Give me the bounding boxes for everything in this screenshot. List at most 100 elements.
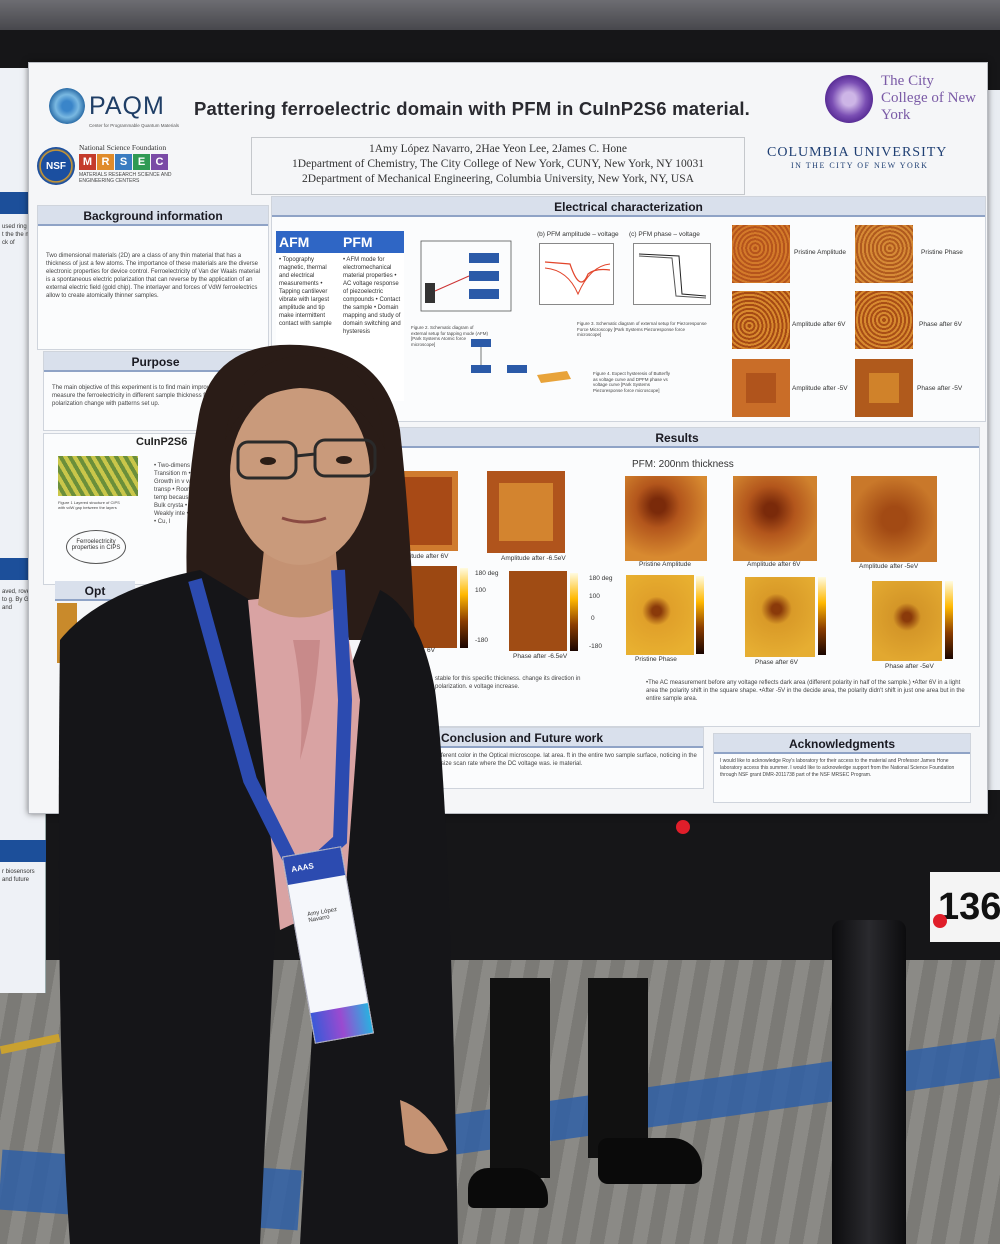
- results-right-header: PFM: 200nm thickness: [632, 459, 734, 470]
- acknowledgments-panel: Acknowledgments I would like to acknowle…: [713, 733, 971, 803]
- nsf-logo: NSF: [37, 147, 75, 185]
- tile-label: Amplitude after -5V: [792, 385, 848, 392]
- mrsec-letter: S: [115, 154, 132, 170]
- background-panel: Background information Two dimensional m…: [37, 205, 269, 350]
- mrsec-letters: M R S E C: [79, 154, 189, 170]
- shoe: [598, 1138, 702, 1184]
- pristine-amplitude-tile: [732, 225, 790, 283]
- purpose-heading: Purpose: [44, 352, 267, 372]
- affiliation-2: 2Department of Mechanical Engineering, C…: [302, 173, 694, 185]
- phase-after-6v-tile: [855, 291, 913, 349]
- phase-neg5v-result-tile: [872, 581, 942, 661]
- pfm-column-header: PFM: [340, 231, 404, 253]
- phase-voltage-plot: [633, 243, 711, 305]
- tile-label: Pristine Phase: [635, 656, 677, 663]
- conclusion-heading: Conclusion and Future work: [435, 728, 703, 748]
- nsf-wordmark: NSF: [46, 160, 66, 172]
- crystal-structure-image: [58, 456, 138, 496]
- colorbar-tick: 180 deg: [475, 570, 499, 577]
- paqm-subtitle: Center for Programmable Quantum Material…: [89, 123, 180, 128]
- poster-text: aved, roved s, to g. By GNP f and: [2, 589, 41, 611]
- acknowledgments-heading: Acknowledgments: [714, 734, 970, 754]
- left-phase-neg6-tile: [509, 571, 567, 651]
- columbia-logo: COLUMBIA UNIVERSITY IN THE CITY OF NEW Y…: [767, 145, 947, 170]
- poster-text: r biosensors and future: [2, 869, 35, 883]
- ccny-logo: The City College of New York: [825, 73, 977, 124]
- shoe: [468, 1168, 548, 1208]
- afm-column-header: AFM: [276, 231, 340, 253]
- cuinp2s6-list: • Two-dimens • Transition m • Growth in …: [154, 463, 204, 525]
- phase-6v-result-tile: [745, 577, 815, 657]
- electrical-heading: Electrical characterization: [272, 197, 985, 217]
- paqm-logo: PAQM Center for Programmable Quantum Mat…: [49, 88, 179, 128]
- tile-label: Amplitude after -5eV: [859, 563, 919, 570]
- results-left-header: ess: [379, 455, 394, 465]
- neighbor-poster-right: [985, 90, 1000, 790]
- affiliation-1: 1Department of Chemistry, The City Colle…: [291, 158, 705, 170]
- columbia-subtitle: IN THE CITY OF NEW YORK: [791, 161, 929, 170]
- amplitude-after-6v-tile: [732, 291, 790, 349]
- amplitude-neg5v-result-tile: [851, 476, 937, 562]
- acknowledgments-text: I would like to acknowledge Roy's labora…: [720, 758, 955, 778]
- purpose-panel: Purpose The main objective of this exper…: [43, 351, 268, 431]
- amplitude-6v-result-tile: [733, 476, 817, 561]
- ferroelectricity-bubble: Ferroelectricity properties in CIPS: [66, 530, 126, 564]
- badge-name: Amy López Navarro: [306, 906, 338, 924]
- tile-label: Phase after -5eV: [885, 663, 934, 670]
- amplitude-voltage-plot: [539, 243, 614, 305]
- plot-c-label: (c) PFM phase – voltage: [629, 231, 700, 238]
- figure-1-caption: Figure 1 Layered structure of CIPS with …: [58, 500, 120, 510]
- tile-label: 6V: [427, 647, 435, 654]
- tile-label: Phase after -5V: [917, 385, 963, 392]
- mrsec-logo: National Science Foundation M R S E C MA…: [79, 143, 189, 184]
- background-person-leg: [490, 978, 550, 1178]
- display-stand-pole: [832, 920, 906, 1244]
- results-heading: Results: [375, 428, 979, 448]
- figure-2-caption: Figure 2. Schematic diagram of external …: [411, 325, 489, 347]
- tile-label: Pristine Phase: [921, 249, 963, 256]
- booth-number: 136: [938, 886, 1000, 928]
- colorbar: [945, 581, 953, 659]
- left-amplitude-neg6-tile: [487, 471, 565, 553]
- pristine-phase-tile: [855, 225, 913, 283]
- poster-text: used ring with t the the n the ck of: [2, 224, 40, 246]
- left-amplitude-6v-tile: [384, 471, 458, 551]
- figure-4-caption: Figure 4. Expect hysteresis of Butterfly…: [593, 371, 671, 393]
- pristine-amplitude-result-tile: [625, 476, 707, 561]
- author-names: 1Amy López Navarro, 2Hae Yeon Lee, 2Jame…: [368, 143, 628, 155]
- red-marker-dot: [676, 820, 690, 834]
- tile-label: Amplitude after -6.5eV: [501, 555, 566, 562]
- colorbar-tick: 100: [475, 587, 486, 594]
- ccny-seal-icon: [825, 74, 873, 123]
- colorbar: [460, 568, 468, 648]
- mrsec-letter: R: [97, 154, 114, 170]
- molecule-icon: [49, 88, 85, 124]
- cuinp2s6-heading: CuInP2S6: [136, 436, 188, 448]
- tile-label: Phase after -6.5eV: [513, 653, 568, 660]
- colorbar: [696, 576, 704, 654]
- tile-label: Amplitude after 6V: [395, 553, 449, 560]
- tile-label: Pristine Amplitude: [794, 249, 847, 256]
- paqm-wordmark: PAQM: [89, 91, 165, 120]
- poster-title: Pattering ferroelectric domain with PFM …: [194, 98, 751, 119]
- carpet-blue-stripe: [0, 1149, 302, 1231]
- conclusion-text: ferent color in the Optical microscope. …: [441, 753, 697, 767]
- background-person-leg: [588, 978, 648, 1158]
- colorbar-tick: -180: [475, 637, 489, 644]
- tile-label: Phase after 6V: [919, 321, 962, 328]
- tile-label: Amplitude after 6V: [747, 561, 801, 568]
- background-heading: Background information: [38, 206, 268, 226]
- afm-pfm-table: AFM PFM • Topography magnetic, thermal a…: [276, 231, 404, 401]
- nsf-line: National Science Foundation: [79, 143, 167, 152]
- author-block: 1Amy López Navarro, 2Hae Yeon Lee, 2Jame…: [251, 137, 745, 195]
- mrsec-letter: M: [79, 154, 96, 170]
- mrsec-letter: C: [151, 154, 168, 170]
- ccny-name: The City College of New York: [881, 73, 976, 123]
- pfm-setup-schematic: [471, 339, 571, 383]
- research-poster: PAQM Center for Programmable Quantum Mat…: [28, 62, 988, 814]
- tile-label: Pristine Amplitude: [639, 561, 692, 568]
- afm-items: • Topography magnetic, thermal and elect…: [279, 257, 332, 327]
- tile-label: Phase after 6V: [755, 659, 798, 666]
- results-note-right: •The AC measurement before any voltage r…: [646, 680, 965, 702]
- left-phase-6v-tile: [399, 566, 457, 648]
